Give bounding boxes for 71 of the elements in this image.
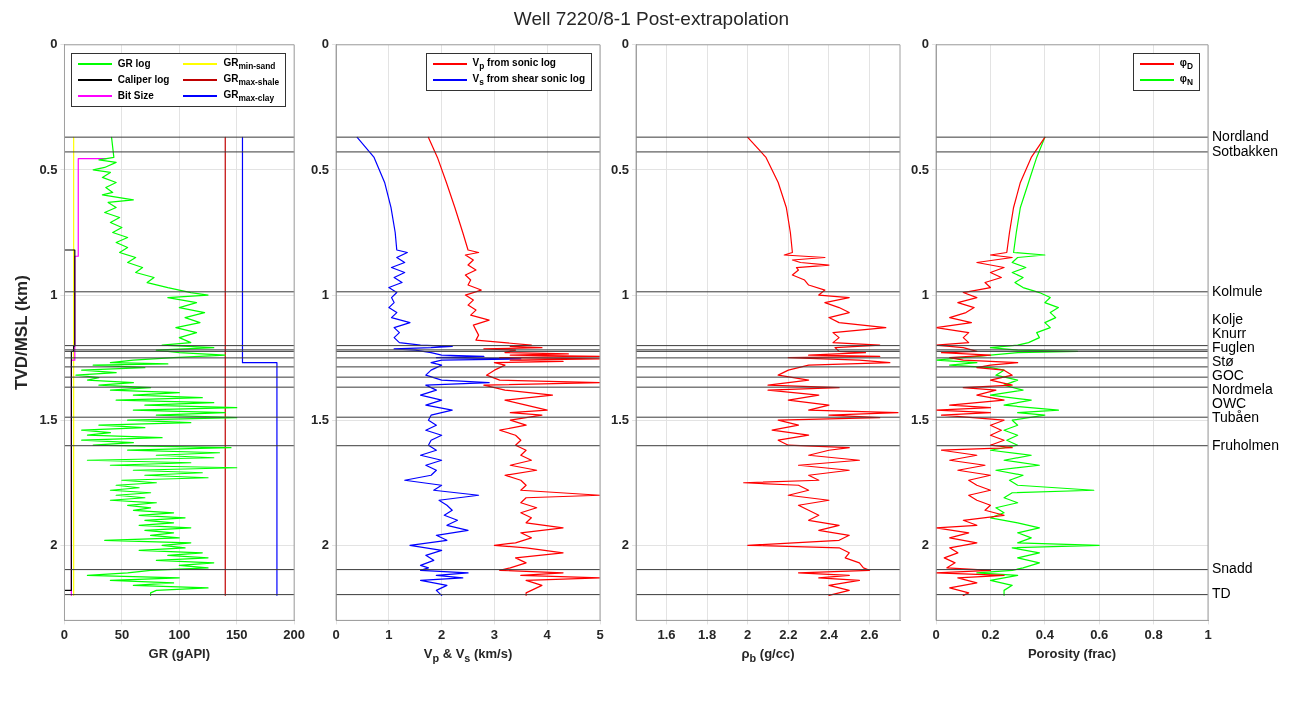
x-tick-label: 2.6 bbox=[860, 626, 879, 642]
y-tick-label: 1 bbox=[321, 286, 330, 302]
ref-line-label: Nordland bbox=[1212, 128, 1269, 145]
x-tick-label: 4 bbox=[543, 626, 552, 642]
x-axis-title: ρ$_{b}$ (g/cc) bbox=[740, 646, 796, 664]
y-tick-label: 0.5 bbox=[610, 161, 630, 177]
y-tick-label: 0.5 bbox=[310, 161, 330, 177]
legend-label: V$_{p}$ from sonic log bbox=[472, 56, 556, 71]
y-axis-title: TVD/MSL (km) bbox=[11, 275, 31, 391]
x-tick-label: 1 bbox=[1204, 626, 1212, 642]
y-tick-label: 2 bbox=[621, 536, 630, 552]
x-tick-label: 2 bbox=[744, 626, 752, 642]
x-axis-title: V$_{p}$ & V$_{s}$ (km/s) bbox=[422, 646, 514, 664]
y-tick-label: 2 bbox=[50, 536, 58, 552]
x-tick-label: 1.8 bbox=[698, 626, 717, 642]
legend-label: Caliper log bbox=[117, 74, 170, 86]
y-tick-label: 1.5 bbox=[910, 411, 930, 427]
y-tick-label: 1 bbox=[621, 286, 630, 302]
legend-label: V$_{s}$ from shear sonic log bbox=[472, 72, 585, 87]
x-tick-label: 1 bbox=[385, 626, 393, 642]
y-tick-label: 0 bbox=[50, 36, 58, 52]
ref-line-label: Sotbakken bbox=[1212, 142, 1279, 159]
y-tick-label: 1 bbox=[921, 286, 930, 302]
x-tick-label: 0 bbox=[332, 626, 340, 642]
y-tick-label: 0 bbox=[621, 36, 630, 52]
legend-label: φ$_{N}$ bbox=[1179, 72, 1193, 87]
x-tick-label: 3 bbox=[490, 626, 499, 642]
x-tick-label: 5 bbox=[596, 626, 604, 642]
legend-label: GR$_{max-clay}$ bbox=[223, 88, 275, 103]
ref-line-label: Nordmela bbox=[1212, 381, 1273, 397]
legend-label: GR log bbox=[117, 58, 151, 70]
x-tick-label: 2.2 bbox=[779, 626, 798, 642]
y-tick-label: 0 bbox=[921, 36, 930, 52]
legend-label: φ$_{D}$ bbox=[1179, 56, 1193, 71]
ref-line-label: Kolmule bbox=[1212, 282, 1263, 299]
x-tick-label: 0.6 bbox=[1090, 626, 1109, 642]
x-tick-label: 2.4 bbox=[819, 626, 839, 642]
x-tick-label: 0.2 bbox=[981, 626, 1000, 642]
x-tick-label: 2 bbox=[438, 626, 446, 642]
ref-line-label: Kolje bbox=[1212, 311, 1244, 327]
ref-line-label: Fuglen bbox=[1212, 339, 1255, 355]
y-tick-label: 1.5 bbox=[39, 411, 58, 427]
text: Well 7220/8-1 Post-extrapolation bbox=[512, 8, 791, 31]
x-tick-label: 1.6 bbox=[657, 626, 676, 642]
legend-label: GR$_{min-sand}$ bbox=[223, 56, 276, 71]
y-tick-label: 2 bbox=[321, 536, 330, 552]
x-tick-label: 0.8 bbox=[1144, 626, 1163, 642]
ref-line-label: Tubåen bbox=[1212, 409, 1259, 425]
y-tick-label: 0 bbox=[321, 36, 330, 52]
x-tick-label: 0 bbox=[60, 626, 69, 642]
legend-label: Bit Size bbox=[117, 90, 154, 102]
ref-line-label: GOC bbox=[1212, 367, 1244, 383]
y-tick-label: 0.5 bbox=[39, 161, 58, 177]
legend-label: GR$_{max-shale}$ bbox=[223, 72, 280, 87]
x-axis-title: Porosity (frac) bbox=[1026, 646, 1118, 661]
y-tick-label: 1 bbox=[50, 286, 58, 302]
x-tick-label: 0.4 bbox=[1035, 626, 1055, 642]
ref-line-label: Snadd bbox=[1212, 560, 1253, 577]
x-axis-title: GR (gAPI) bbox=[147, 646, 211, 661]
y-tick-label: 2 bbox=[921, 536, 930, 552]
ref-line-label: TD bbox=[1212, 585, 1231, 602]
ref-line-label: Fruholmen bbox=[1212, 436, 1279, 453]
x-tick-label: 100 bbox=[168, 626, 191, 642]
x-tick-label: 0 bbox=[932, 626, 940, 642]
y-tick-label: 1.5 bbox=[310, 411, 330, 427]
y-tick-label: 1.5 bbox=[610, 411, 630, 427]
y-tick-label: 0.5 bbox=[910, 161, 930, 177]
ref-line-label: OWC bbox=[1212, 395, 1247, 411]
x-tick-label: 200 bbox=[283, 626, 306, 642]
x-tick-label: 50 bbox=[114, 626, 130, 642]
x-tick-label: 150 bbox=[225, 626, 248, 642]
